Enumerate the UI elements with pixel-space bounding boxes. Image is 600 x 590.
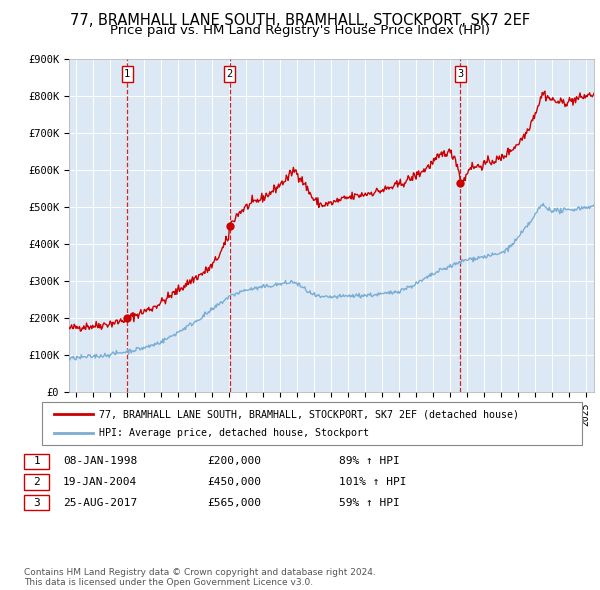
Text: 59% ↑ HPI: 59% ↑ HPI: [339, 498, 400, 507]
Text: £565,000: £565,000: [207, 498, 261, 507]
Text: £450,000: £450,000: [207, 477, 261, 487]
Text: 2: 2: [33, 477, 40, 487]
Text: 25-AUG-2017: 25-AUG-2017: [63, 498, 137, 507]
Text: 77, BRAMHALL LANE SOUTH, BRAMHALL, STOCKPORT, SK7 2EF: 77, BRAMHALL LANE SOUTH, BRAMHALL, STOCK…: [70, 13, 530, 28]
Text: 2: 2: [226, 69, 233, 79]
Text: 101% ↑ HPI: 101% ↑ HPI: [339, 477, 407, 487]
Text: HPI: Average price, detached house, Stockport: HPI: Average price, detached house, Stoc…: [99, 428, 369, 438]
Text: Price paid vs. HM Land Registry's House Price Index (HPI): Price paid vs. HM Land Registry's House …: [110, 24, 490, 37]
Text: 3: 3: [33, 498, 40, 507]
Text: 1: 1: [33, 457, 40, 466]
Text: Contains HM Land Registry data © Crown copyright and database right 2024.
This d: Contains HM Land Registry data © Crown c…: [24, 568, 376, 587]
Text: 3: 3: [457, 69, 464, 79]
Text: 77, BRAMHALL LANE SOUTH, BRAMHALL, STOCKPORT, SK7 2EF (detached house): 77, BRAMHALL LANE SOUTH, BRAMHALL, STOCK…: [99, 409, 519, 419]
Text: £200,000: £200,000: [207, 457, 261, 466]
Text: 1: 1: [124, 69, 130, 79]
Text: 89% ↑ HPI: 89% ↑ HPI: [339, 457, 400, 466]
Text: 19-JAN-2004: 19-JAN-2004: [63, 477, 137, 487]
Text: 08-JAN-1998: 08-JAN-1998: [63, 457, 137, 466]
